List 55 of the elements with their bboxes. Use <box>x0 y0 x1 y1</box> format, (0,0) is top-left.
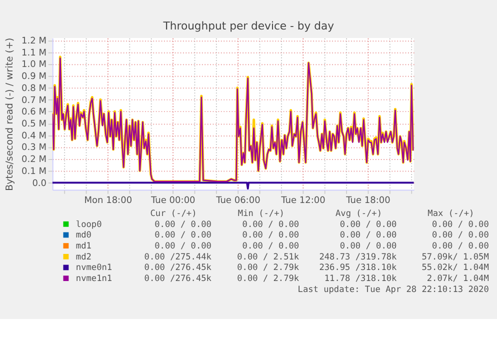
y-tick-label: 1.2 M <box>22 36 47 46</box>
y-axis-title: Bytes/second read (-) / write (+) <box>4 38 16 191</box>
text: 0.00 / 0.00 <box>432 242 489 252</box>
x-tick-label: Tue 18:00 <box>345 196 391 206</box>
text: 0.00 / 2.51k <box>237 252 300 262</box>
text: 0.00 /275.44k <box>144 252 212 262</box>
text: 0.00 / 0.00 <box>340 220 397 230</box>
text: 236.95 /318.10k <box>319 263 398 274</box>
text: 0.00 / 0.00 <box>154 230 212 241</box>
text: 0.00 / 2.79k <box>237 274 300 284</box>
text: Min (-/+) <box>238 208 284 219</box>
y-tick-label: 0.1 M <box>22 166 47 177</box>
text: 0.00 / 0.00 <box>242 220 300 230</box>
y-tick-label: 0.3 M <box>22 143 47 154</box>
text: 0.00 / 2.79k <box>237 263 300 274</box>
y-tick-label: 0.4 M <box>22 131 47 142</box>
text: 0.00 / 0.00 <box>340 242 397 252</box>
y-tick-label: 0.8 M <box>22 84 47 94</box>
text: Last update: Tue Apr 28 22:10:13 2020 <box>298 284 489 295</box>
legend-label: md2 <box>76 252 92 262</box>
chart-title: Throughput per device - by day <box>162 19 335 32</box>
x-tick-label: Tue 06:00 <box>215 196 261 206</box>
text: 0.00 / 0.00 <box>432 230 489 241</box>
y-tick-label: 1.0 M <box>22 60 47 70</box>
text: 0.00 / 0.00 <box>154 220 212 230</box>
legend-label: md0 <box>76 230 92 241</box>
y-tick-label: 0.9 M <box>22 72 47 82</box>
legend-label: loop0 <box>76 220 102 230</box>
x-tick-label: Tue 00:00 <box>150 196 196 206</box>
text: 0.00 / 0.00 <box>154 242 212 252</box>
legend-label: nvme0n1 <box>76 263 112 274</box>
text: Cur (-/+) <box>150 208 197 219</box>
text: 248.73 /319.78k <box>319 252 398 262</box>
text: 0.00 / 0.00 <box>340 230 397 241</box>
text: Avg (-/+) <box>336 208 382 219</box>
text: 2.07k/ 1.04M <box>426 274 489 284</box>
text: Max (-/+) <box>428 208 474 219</box>
text: 0.00 / 0.00 <box>242 242 300 252</box>
y-tick-label: 0.2 M <box>22 155 47 166</box>
legend-label: md1 <box>76 242 92 252</box>
text: 55.02k/ 1.04M <box>422 263 489 274</box>
text: 0.00 / 0.00 <box>432 220 489 230</box>
x-tick-label: Tue 12:00 <box>280 196 326 206</box>
y-tick-label: 1.1 M <box>22 48 47 58</box>
text: 0.00 /276.45k <box>144 263 212 274</box>
y-tick-label: 0.5 M <box>22 120 47 130</box>
text: 57.09k/ 1.05M <box>422 252 489 262</box>
x-tick-label: Mon 18:00 <box>84 196 132 206</box>
text: 0.00 / 0.00 <box>242 230 300 241</box>
y-tick-label: 0.6 M <box>22 108 47 118</box>
text: 11.78 /318.10k <box>324 274 398 284</box>
legend-label: nvme1n1 <box>76 274 112 284</box>
text: 0.00 /276.45k <box>144 274 212 284</box>
y-tick-label: 0.0 <box>32 178 47 189</box>
y-tick-label: 0.7 M <box>22 96 47 106</box>
